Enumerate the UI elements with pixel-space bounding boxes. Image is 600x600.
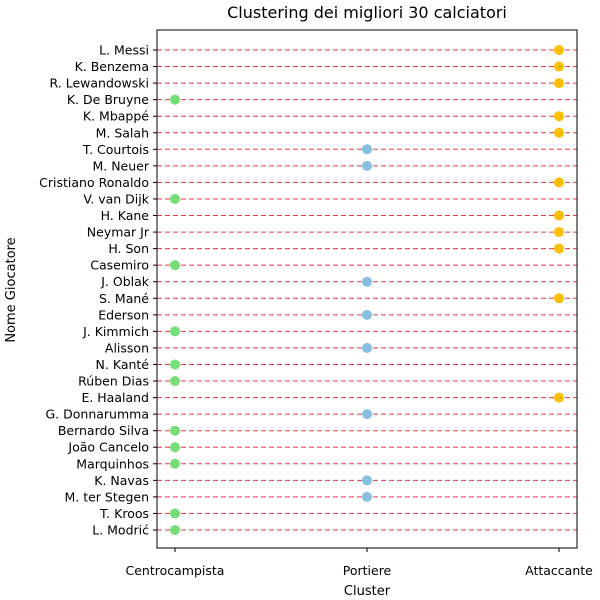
data-point bbox=[554, 243, 564, 254]
x-axis-label: Cluster bbox=[344, 584, 391, 599]
y-tick-label: K. Benzema bbox=[75, 59, 149, 74]
data-point bbox=[170, 425, 180, 436]
y-tick-label: Ederson bbox=[98, 307, 149, 322]
y-tick-label: Neymar Jr bbox=[87, 225, 150, 240]
data-point bbox=[362, 160, 372, 171]
x-axis-ticks: Centrocampista Portiere Attaccante bbox=[126, 548, 593, 578]
data-point bbox=[554, 177, 564, 188]
data-point bbox=[554, 293, 564, 304]
data-point bbox=[554, 210, 564, 221]
y-tick-label: T. Kroos bbox=[99, 506, 149, 521]
y-tick-label: R. Lewandowski bbox=[50, 76, 149, 91]
data-point bbox=[554, 45, 564, 55]
y-tick-label: Casemiro bbox=[90, 258, 149, 273]
data-point bbox=[554, 111, 564, 122]
y-tick-label: J. Oblak bbox=[100, 274, 150, 289]
data-point bbox=[170, 94, 180, 105]
y-tick-label: Alisson bbox=[105, 340, 149, 355]
chart-title: Clustering dei migliori 30 calciatori bbox=[227, 3, 507, 22]
x-tick-label: Centrocampista bbox=[126, 563, 225, 578]
data-point bbox=[554, 78, 564, 89]
y-tick-label: G. Donnarumma bbox=[46, 407, 150, 422]
y-tick-label: Marquinhos bbox=[76, 456, 149, 471]
y-tick-label: Bernardo Silva bbox=[58, 423, 149, 438]
x-tick-label: Attaccante bbox=[525, 563, 593, 578]
y-tick-label: M. Salah bbox=[96, 125, 149, 140]
y-tick-label: T. Courtois bbox=[82, 142, 149, 157]
data-point bbox=[170, 193, 180, 204]
data-point bbox=[362, 475, 372, 486]
y-tick-label: M. Neuer bbox=[92, 158, 149, 173]
y-tick-label: João Cancelo bbox=[67, 440, 149, 455]
y-tick-label: L. Messi bbox=[99, 43, 149, 58]
y-tick-label: L. Modrić bbox=[92, 523, 149, 538]
data-point bbox=[170, 458, 180, 469]
data-point bbox=[362, 491, 372, 502]
data-point bbox=[170, 376, 180, 387]
data-point bbox=[170, 442, 180, 453]
y-tick-label: V. van Dijk bbox=[83, 191, 149, 206]
y-tick-label: Cristiano Ronaldo bbox=[39, 175, 149, 190]
data-point bbox=[362, 276, 372, 287]
data-point bbox=[554, 227, 564, 238]
y-tick-label: S. Mané bbox=[99, 291, 149, 306]
y-tick-label: K. Navas bbox=[94, 473, 149, 488]
data-point bbox=[554, 61, 564, 72]
y-tick-label: N. Kanté bbox=[96, 357, 150, 372]
data-point bbox=[554, 127, 564, 138]
y-axis-label: Nome Giocatore bbox=[4, 237, 19, 342]
data-point bbox=[170, 525, 180, 535]
data-point bbox=[362, 309, 372, 320]
data-point bbox=[170, 260, 180, 271]
data-point bbox=[170, 508, 180, 519]
y-tick-label: Rúben Dias bbox=[78, 374, 149, 389]
data-point bbox=[362, 409, 372, 420]
data-point bbox=[170, 326, 180, 337]
y-tick-label: M. ter Stegen bbox=[64, 489, 149, 504]
data-point bbox=[170, 359, 180, 370]
data-points bbox=[170, 45, 564, 535]
data-point bbox=[554, 392, 564, 403]
y-tick-label: H. Kane bbox=[101, 208, 150, 223]
data-point bbox=[362, 342, 372, 353]
plot-frame bbox=[156, 29, 578, 549]
y-tick-label: K. Mbappé bbox=[83, 109, 149, 124]
y-tick-label: E. Haaland bbox=[81, 390, 149, 405]
y-tick-label: H. Son bbox=[108, 241, 149, 256]
y-tick-label: J. Kimmich bbox=[82, 324, 149, 339]
y-tick-label: K. De Bruyne bbox=[67, 92, 149, 107]
gridlines bbox=[157, 49, 577, 531]
data-point bbox=[362, 144, 372, 155]
x-tick-label: Portiere bbox=[343, 563, 392, 578]
